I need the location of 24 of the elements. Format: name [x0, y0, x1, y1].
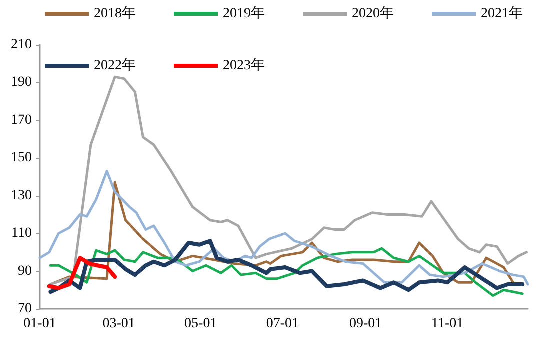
x-tick-label: 11-01 — [431, 316, 464, 332]
y-tick-label: 90 — [18, 264, 32, 279]
legend-label: 2018年 — [94, 6, 136, 22]
y-tick-label: 170 — [11, 112, 32, 128]
x-tick-label: 03-01 — [102, 316, 136, 332]
x-tick-label: 09-01 — [349, 316, 382, 332]
y-tick-label: 210 — [11, 38, 32, 52]
x-tick-label: 07-01 — [266, 316, 299, 332]
line-series — [49, 76, 528, 286]
y-tick-label: 150 — [11, 150, 32, 166]
legend-label: 2019年 — [223, 6, 265, 22]
x-tick-label: 05-01 — [184, 316, 218, 332]
line-series — [47, 256, 118, 290]
y-tick-label: 110 — [12, 226, 32, 242]
line-series — [49, 247, 524, 298]
y-tick-label: 190 — [11, 75, 32, 90]
x-tick-label: 01-01 — [24, 316, 56, 332]
legend-label: 2020年 — [352, 6, 394, 22]
y-tick-label: 70 — [18, 302, 32, 316]
legend-label: 2023年 — [223, 58, 265, 74]
legend-label: 2021年 — [481, 6, 523, 22]
line-series — [48, 239, 525, 294]
y-tick-label: 130 — [11, 188, 32, 204]
legend-label: 2022年 — [94, 58, 136, 74]
